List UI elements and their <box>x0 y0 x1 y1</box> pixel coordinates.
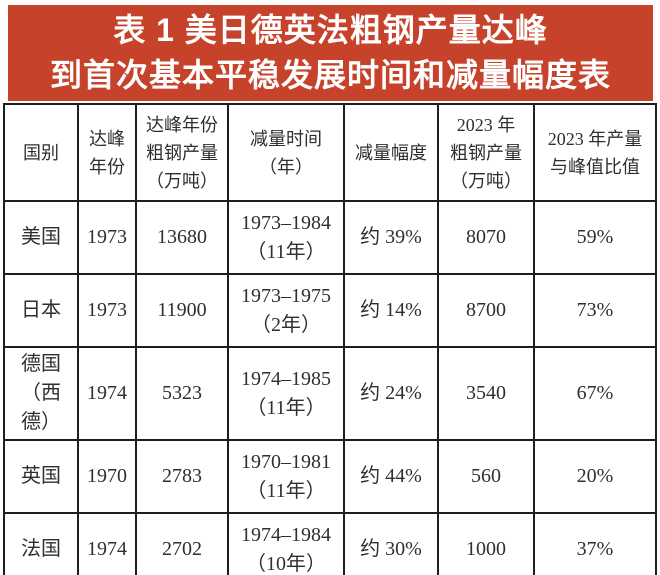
cell-ratio-2023: 67% <box>533 346 657 441</box>
header-peak-output: 达峰年份 粗钢产量 （万吨） <box>135 103 229 202</box>
cell-ratio-2023: 37% <box>533 512 657 575</box>
cell-output-2023: 1000 <box>437 512 535 575</box>
cell-country: 日本 <box>3 273 79 348</box>
table-row-germany: 德国 （西德） 1974 5323 1974–1985 （11年） 约 24% 35… <box>3 346 657 441</box>
table-row-france: 法国 1974 2702 1974–1984 （10年） 约 30% 1000 3… <box>3 512 657 575</box>
steel-production-table: 国别 达峰 年份 达峰年份 粗钢产量 （万吨） 减量时间 （年） 减量幅度 2023 年… <box>3 103 657 575</box>
cell-output-2023: 3540 <box>437 346 535 441</box>
table-title-banner: 表 1 美日德英法粗钢产量达峰 到首次基本平稳发展时间和减量幅度表 <box>8 5 653 101</box>
cell-peak-output: 11900 <box>135 273 229 348</box>
cell-reduction-period: 1970–1981 （11年） <box>227 439 345 514</box>
cell-output-2023: 8070 <box>437 200 535 275</box>
cell-country: 美国 <box>3 200 79 275</box>
table-row-japan: 日本 1973 11900 1973–1975 （2年） 约 14% 8700 7… <box>3 273 657 348</box>
table-title-line-1: 表 1 美日德英法粗钢产量达峰 <box>113 12 548 48</box>
table-row-usa: 美国 1973 13680 1973–1984 （11年） 约 39% 8070 … <box>3 200 657 275</box>
cell-ratio-2023: 20% <box>533 439 657 514</box>
header-reduction-period: 减量时间 （年） <box>227 103 345 202</box>
cell-ratio-2023: 59% <box>533 200 657 275</box>
header-output-2023: 2023 年粗钢产量 （万吨） <box>437 103 535 202</box>
table-row-uk: 英国 1970 2783 1970–1981 （11年） 约 44% 560 20… <box>3 439 657 514</box>
header-reduction-rate: 减量幅度 <box>343 103 439 202</box>
header-peak-year: 达峰 年份 <box>77 103 137 202</box>
cell-peak-output: 13680 <box>135 200 229 275</box>
cell-reduction-period: 1973–1984 （11年） <box>227 200 345 275</box>
cell-reduction-rate: 约 30% <box>343 512 439 575</box>
cell-reduction-period: 1974–1985 （11年） <box>227 346 345 441</box>
cell-peak-year: 1974 <box>77 346 137 441</box>
cell-reduction-rate: 约 39% <box>343 200 439 275</box>
cell-peak-year: 1974 <box>77 512 137 575</box>
cell-country: 英国 <box>3 439 79 514</box>
header-row: 国别 达峰 年份 达峰年份 粗钢产量 （万吨） 减量时间 （年） 减量幅度 2023 年… <box>3 103 657 202</box>
cell-reduction-period: 1973–1975 （2年） <box>227 273 345 348</box>
cell-peak-year: 1973 <box>77 200 137 275</box>
cell-ratio-2023: 73% <box>533 273 657 348</box>
cell-reduction-period: 1974–1984 （10年） <box>227 512 345 575</box>
cell-peak-output: 5323 <box>135 346 229 441</box>
cell-reduction-rate: 约 14% <box>343 273 439 348</box>
cell-country: 德国 （西德） <box>3 346 79 441</box>
cell-reduction-rate: 约 24% <box>343 346 439 441</box>
header-country: 国别 <box>3 103 79 202</box>
cell-output-2023: 8700 <box>437 273 535 348</box>
cell-reduction-rate: 约 44% <box>343 439 439 514</box>
cell-country: 法国 <box>3 512 79 575</box>
cell-peak-year: 1973 <box>77 273 137 348</box>
table-title-line-2: 到首次基本平稳发展时间和减量幅度表 <box>49 57 611 93</box>
cell-peak-year: 1970 <box>77 439 137 514</box>
document-page: 表 1 美日德英法粗钢产量达峰 到首次基本平稳发展时间和减量幅度表 国别 达峰年… <box>0 5 660 575</box>
cell-peak-output: 2702 <box>135 512 229 575</box>
cell-peak-output: 2783 <box>135 439 229 514</box>
cell-output-2023: 560 <box>437 439 535 514</box>
header-ratio-2023: 2023 年产量 与峰值比值 <box>533 103 657 202</box>
